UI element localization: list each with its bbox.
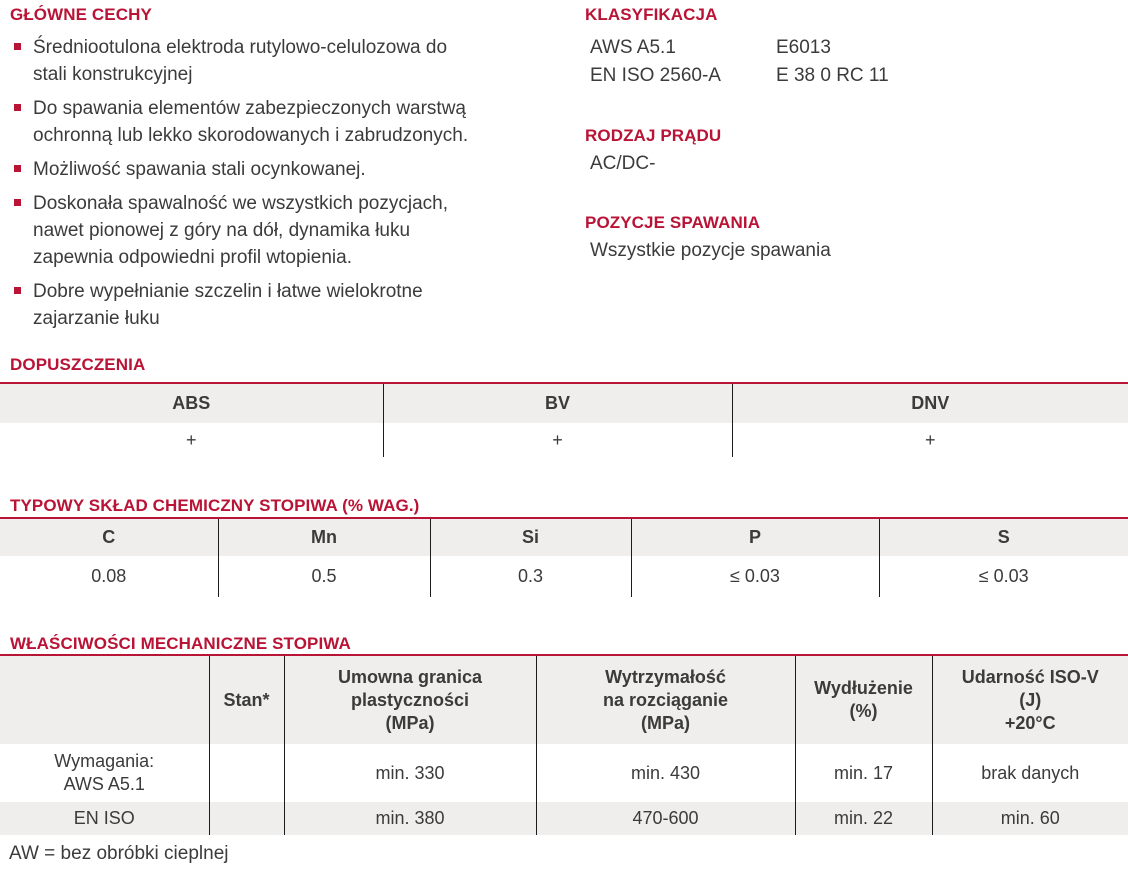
feature-text: Do spawania elementów zabezpieczonych wa… [33, 98, 469, 146]
chemical-value: ≤ 0.03 [878, 556, 1128, 597]
classification-value: E 38 0 RC 11 [776, 65, 889, 86]
classification-row: AWS A5.1 E6013 [590, 34, 1128, 62]
feature-item: Dobre wypełnianie szczelin i łatwe wielo… [10, 278, 518, 332]
current-type-value: AC/DC- [590, 153, 656, 174]
mechanical-column-header [0, 655, 209, 744]
mechanical-impact-value: brak danych [931, 744, 1128, 802]
current-type-title: RODZAJ PRĄDU [585, 126, 722, 145]
main-features-title: GŁÓWNE CECHY [10, 5, 152, 24]
bullet-square-icon [14, 165, 21, 172]
mechanical-stan-value [208, 802, 284, 835]
mechanical-row-aws: Wymagania: AWS A5.1 min. 330 min. 430 mi… [0, 744, 1128, 802]
bullet-square-icon [14, 287, 21, 294]
approvals-column-header: ABS [172, 393, 211, 413]
chemical-header-row: C Mn Si P S [0, 518, 1128, 556]
bullet-square-icon [14, 199, 21, 206]
mechanical-yield-value: min. 380 [283, 802, 536, 835]
feature-text: Możliwość spawania stali ocynkowanej. [33, 159, 366, 180]
welding-positions-value: Wszystkie pozycje spawania [590, 240, 831, 261]
mechanical-yield-value: min. 330 [283, 744, 536, 802]
mechanical-table: Stan* Umowna granica plastyczności (MPa)… [0, 654, 1128, 835]
mechanical-row-label: EN ISO [73, 808, 135, 828]
footnote: AW = bez obróbki cieplnej [9, 843, 229, 864]
chemical-value: 0.3 [429, 556, 631, 597]
chemical-element-header: P [630, 518, 879, 556]
mechanical-elongation-value: min. 22 [794, 802, 932, 835]
mechanical-header-row: Stan* Umowna granica plastyczności (MPa)… [0, 655, 1128, 744]
feature-text: Średniootulona elektroda rutylowo-celulo… [33, 37, 448, 85]
approvals-header-row: ABS BV DNV [0, 383, 1128, 423]
main-features-section: GŁÓWNE CECHY Średniootulona elektroda ru… [10, 5, 518, 339]
feature-item: Średniootulona elektroda rutylowo-celulo… [10, 34, 518, 88]
mechanical-column-header: Umowna granica plastyczności (MPa) [283, 655, 536, 744]
feature-item: Doskonała spawalność we wszystkich pozyc… [10, 190, 518, 271]
mechanical-column-header: Wytrzymałość na rozciąganie (MPa) [535, 655, 795, 744]
feature-text: Dobre wypełnianie szczelin i łatwe wielo… [33, 281, 423, 329]
classification-rows: AWS A5.1 E6013 EN ISO 2560-A E 38 0 RC 1… [585, 34, 1128, 90]
chemical-table: C Mn Si P S 0.08 0.5 0.3 ≤ 0.03 ≤ 0.03 [0, 517, 1128, 597]
chemical-value: 0.08 [91, 566, 127, 586]
bullet-square-icon [14, 43, 21, 50]
mechanical-tensile-value: min. 430 [535, 744, 795, 802]
chemical-value-row: 0.08 0.5 0.3 ≤ 0.03 ≤ 0.03 [0, 556, 1128, 597]
chemical-element-header: Si [429, 518, 631, 556]
approvals-value: + [185, 429, 197, 450]
mechanical-elongation-value: min. 17 [794, 744, 932, 802]
classification-row: EN ISO 2560-A E 38 0 RC 11 [590, 62, 1128, 90]
classification-title: KLASYFIKACJA [585, 5, 718, 24]
right-column: KLASYFIKACJA AWS A5.1 E6013 EN ISO 2560-… [585, 5, 1128, 264]
classification-standard: EN ISO 2560-A [590, 65, 721, 86]
chemical-element-header: Mn [217, 518, 430, 556]
classification-standard: AWS A5.1 [590, 37, 676, 58]
approvals-column-header: DNV [731, 383, 1128, 423]
mechanical-title: WŁAŚCIWOŚCI MECHANICZNE STOPIWA [10, 634, 351, 653]
approvals-column-header: BV [382, 383, 732, 423]
welding-positions-title: POZYCJE SPAWANIA [585, 213, 761, 232]
mechanical-row-eniso: EN ISO min. 380 470-600 min. 22 min. 60 [0, 802, 1128, 835]
mechanical-stan-value [208, 744, 284, 802]
mechanical-tensile-value: 470-600 [535, 802, 795, 835]
approvals-value: + [731, 423, 1128, 457]
classification-value: E6013 [776, 37, 831, 58]
chemical-value: 0.5 [217, 556, 430, 597]
mechanical-impact-value: min. 60 [931, 802, 1128, 835]
mechanical-column-header: Wydłużenie (%) [794, 655, 932, 744]
feature-text: Doskonała spawalność we wszystkich pozyc… [33, 193, 449, 268]
chemical-element-header: C [102, 527, 116, 547]
approvals-value: + [382, 423, 732, 457]
bullet-square-icon [14, 104, 21, 111]
feature-item: Możliwość spawania stali ocynkowanej. [10, 156, 518, 183]
approvals-value-row: + + + [0, 423, 1128, 457]
mechanical-column-header: Stan* [208, 655, 284, 744]
chemical-element-header: S [878, 518, 1128, 556]
approvals-title: DOPUSZCZENIA [10, 355, 146, 374]
chemical-title: TYPOWY SKŁAD CHEMICZNY STOPIWA (% WAG.) [10, 496, 420, 515]
mechanical-column-header: Udarność ISO-V (J) +20°C [931, 655, 1128, 744]
mechanical-row-label: Wymagania: AWS A5.1 [54, 751, 155, 794]
approvals-table: ABS BV DNV + + + [0, 382, 1128, 457]
feature-item: Do spawania elementów zabezpieczonych wa… [10, 95, 518, 149]
chemical-value: ≤ 0.03 [630, 556, 879, 597]
